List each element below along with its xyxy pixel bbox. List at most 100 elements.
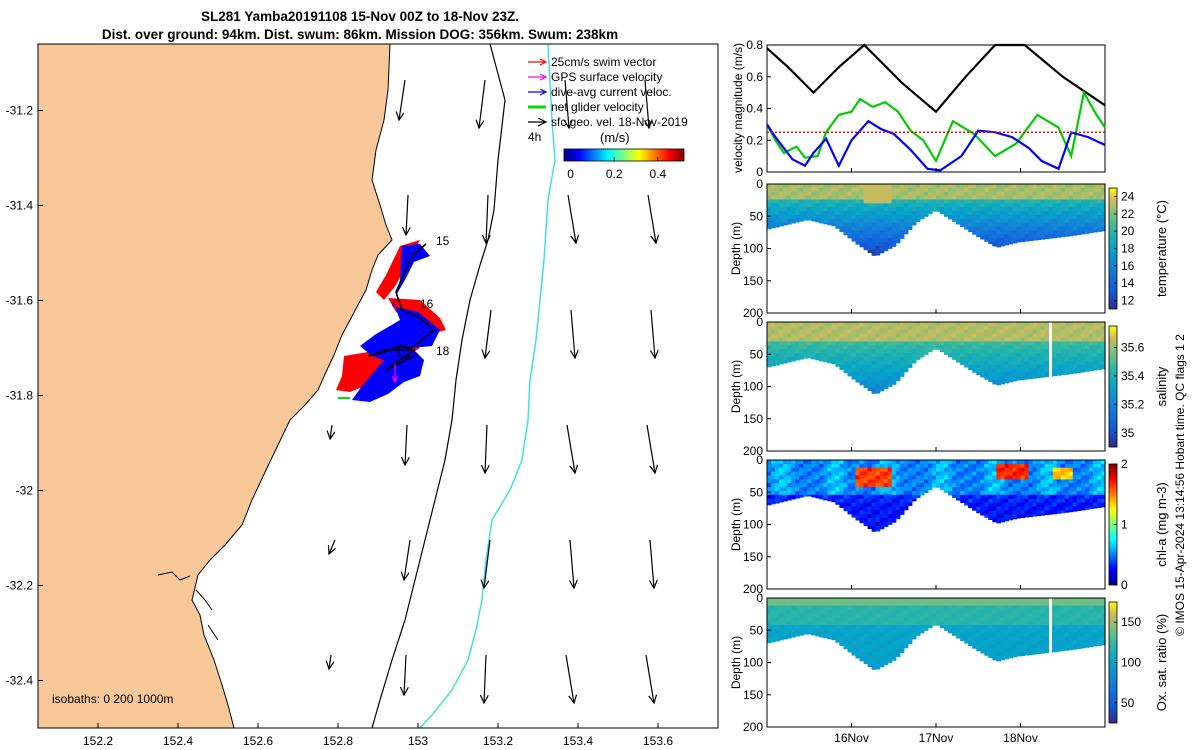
section-cell bbox=[1072, 483, 1078, 488]
section-cell bbox=[1028, 648, 1034, 653]
section-cell bbox=[883, 238, 889, 243]
section-cell bbox=[976, 625, 981, 630]
section-cell bbox=[1032, 184, 1038, 189]
section-cell bbox=[940, 207, 945, 212]
section-cell bbox=[988, 475, 993, 480]
section-cell bbox=[1000, 337, 1005, 342]
section-cell bbox=[823, 601, 828, 607]
section-cell bbox=[787, 325, 792, 331]
section-cell bbox=[891, 487, 897, 492]
section-cell bbox=[992, 640, 997, 646]
section-cell bbox=[928, 322, 933, 327]
section-cell bbox=[948, 475, 953, 480]
section-cell bbox=[823, 191, 828, 197]
section-cell bbox=[799, 617, 804, 622]
section-cell bbox=[803, 184, 808, 189]
section-cell bbox=[1028, 640, 1034, 646]
title-line-2: Dist. over ground: 94km. Dist. swum: 86k… bbox=[101, 27, 619, 42]
section-cell bbox=[1101, 617, 1106, 622]
section-cell bbox=[976, 356, 981, 362]
section-cell bbox=[839, 598, 844, 603]
section-cell bbox=[867, 601, 873, 607]
section-cell bbox=[767, 345, 772, 350]
section-cell bbox=[771, 632, 776, 638]
section-cell bbox=[883, 598, 889, 603]
section-cell bbox=[1072, 322, 1078, 327]
section-cell bbox=[895, 222, 901, 228]
section-cell bbox=[863, 368, 869, 373]
section-cell bbox=[807, 215, 812, 220]
section-cell bbox=[1084, 463, 1090, 469]
section-cell bbox=[932, 617, 937, 622]
section-cell bbox=[807, 491, 812, 496]
section-cell bbox=[1040, 632, 1046, 638]
section-cell bbox=[980, 479, 985, 484]
section-cell bbox=[1052, 621, 1058, 626]
section-cell bbox=[1101, 609, 1106, 615]
section-cell bbox=[1060, 184, 1066, 189]
section-cell bbox=[887, 333, 893, 339]
section-cell bbox=[895, 333, 901, 339]
section-cell bbox=[767, 353, 772, 358]
section-cell bbox=[903, 184, 909, 189]
section-cell bbox=[976, 613, 981, 618]
section-cell bbox=[851, 648, 857, 653]
section-cell bbox=[871, 364, 877, 370]
section-cell bbox=[831, 345, 836, 350]
section-cell bbox=[1024, 514, 1030, 518]
section-cell bbox=[851, 510, 857, 515]
section-cell bbox=[787, 195, 792, 201]
section-cell bbox=[919, 605, 925, 611]
section-cell bbox=[795, 345, 800, 350]
section-cell bbox=[911, 218, 917, 224]
section-cell bbox=[1084, 329, 1090, 335]
section-cell bbox=[899, 329, 905, 335]
section-cell bbox=[1072, 195, 1078, 201]
section-cell bbox=[859, 245, 865, 248]
section-cell bbox=[1101, 471, 1106, 477]
section-cell bbox=[895, 345, 901, 350]
section-cell bbox=[1012, 487, 1018, 492]
colorbar-label: salinity bbox=[1154, 366, 1169, 406]
section-cell bbox=[1080, 353, 1086, 358]
section-cell bbox=[783, 463, 788, 469]
section-cell bbox=[980, 640, 985, 646]
section-cell bbox=[1088, 491, 1094, 496]
speed-colorbar-ticks: 0 0.2 0.4 bbox=[567, 157, 666, 181]
section-cell bbox=[899, 337, 905, 342]
section-cell bbox=[1044, 234, 1050, 239]
section-cell bbox=[992, 341, 997, 346]
section-cell bbox=[1068, 467, 1074, 473]
section-cell bbox=[887, 222, 893, 228]
section-cell bbox=[1084, 191, 1090, 197]
section-cell bbox=[1036, 364, 1042, 370]
section-cell bbox=[887, 195, 893, 201]
section-cell bbox=[819, 349, 824, 354]
section-cell bbox=[1028, 491, 1034, 496]
section-cell bbox=[1076, 487, 1082, 492]
section-cell bbox=[811, 341, 816, 346]
section-cell bbox=[871, 191, 877, 197]
section-cell bbox=[936, 187, 941, 193]
section-cell bbox=[879, 510, 885, 515]
section-cell bbox=[847, 632, 853, 638]
section-cell bbox=[932, 463, 937, 469]
section-cell bbox=[907, 187, 913, 193]
day-label-16: 16 bbox=[420, 297, 434, 311]
section-cell bbox=[940, 598, 945, 603]
section-cell bbox=[891, 605, 897, 611]
section-cell bbox=[928, 191, 933, 197]
section-cell bbox=[783, 498, 788, 502]
section-cell bbox=[1068, 353, 1074, 358]
section-cell bbox=[1020, 636, 1026, 642]
section-cell bbox=[907, 467, 913, 473]
section-cell bbox=[767, 356, 772, 362]
section-cell bbox=[799, 322, 804, 327]
section-cell bbox=[823, 218, 828, 224]
section-cell bbox=[980, 613, 985, 618]
section-cell bbox=[1097, 345, 1102, 350]
section-cell bbox=[871, 376, 877, 381]
section-cell bbox=[803, 475, 808, 480]
section-cell bbox=[1020, 364, 1026, 370]
section-cell bbox=[807, 211, 812, 216]
